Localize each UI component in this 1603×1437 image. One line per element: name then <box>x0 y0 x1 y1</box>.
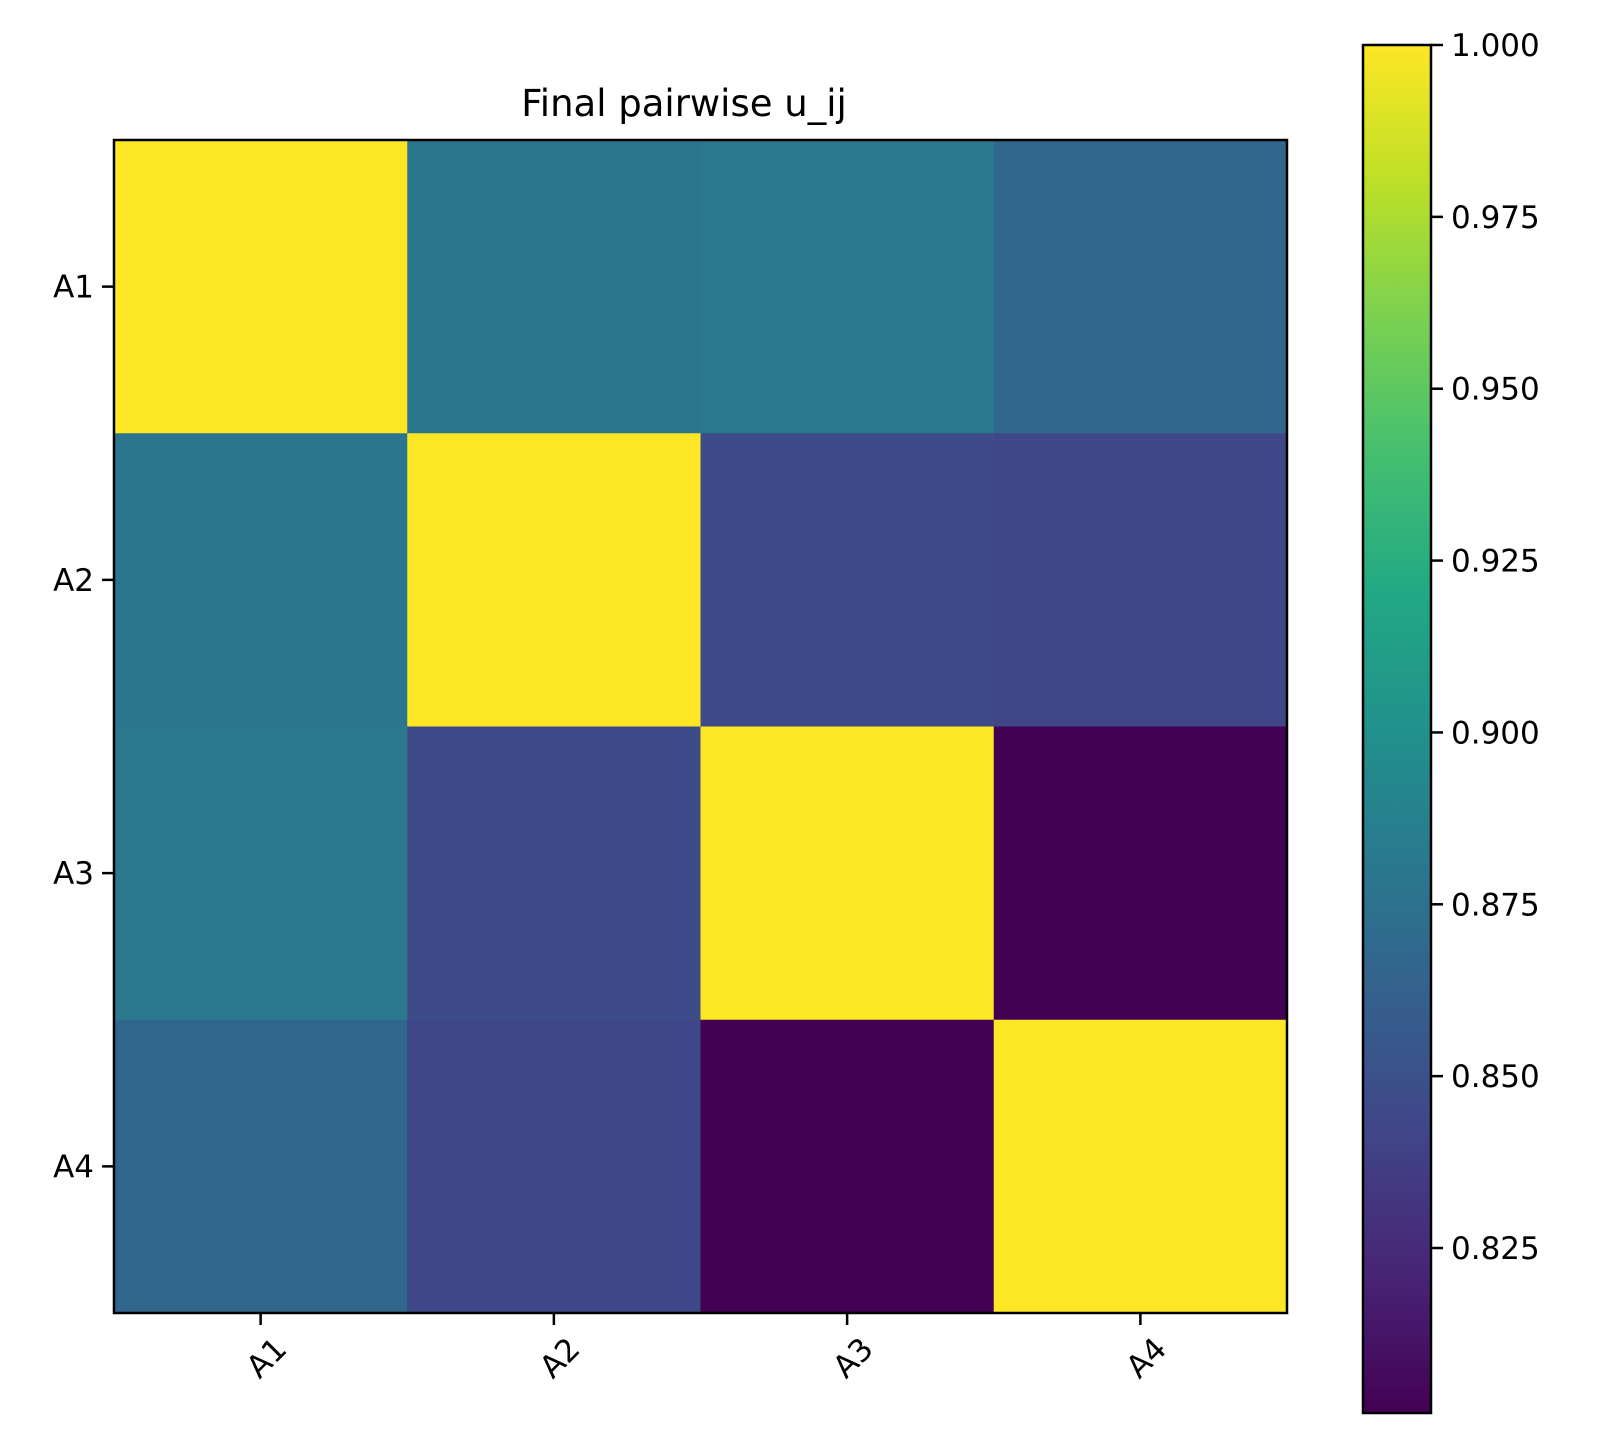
heatmap-cell-A4-A4 <box>993 1019 1288 1314</box>
colorbar-frame <box>1361 43 1433 1415</box>
colorbar-tick-label: 0.925 <box>1451 544 1540 580</box>
colorbar-gradient <box>1363 45 1431 1413</box>
heatmap-cell-A1-A2 <box>407 140 701 434</box>
y-tick-label: A4 <box>53 1149 94 1185</box>
heatmap-cell-A4-A2 <box>407 1019 701 1314</box>
x-tick-label: A1 <box>240 1331 294 1385</box>
heatmap-cell-A1-A4 <box>993 140 1288 434</box>
colorbar-tick-label: 0.900 <box>1451 715 1540 751</box>
y-tick-label: A3 <box>53 856 94 892</box>
heatmap-cell-A3-A2 <box>407 726 701 1021</box>
heatmap-cell-A1-A1 <box>114 140 408 434</box>
y-tick-label: A1 <box>53 270 94 306</box>
heatmap-cell-A2-A3 <box>700 433 995 727</box>
heatmap-cell-A2-A1 <box>114 433 408 727</box>
y-tick-label: A2 <box>53 563 94 599</box>
chart-title: Final pairwise u_ij <box>521 82 847 125</box>
colorbar-tick-label: 0.825 <box>1451 1231 1540 1267</box>
x-tick-label: A3 <box>826 1331 880 1385</box>
heatmap-cell-A3-A4 <box>993 726 1288 1021</box>
heatmap-cell-A3-A1 <box>114 726 408 1021</box>
colorbar-tick-label: 0.975 <box>1451 200 1540 236</box>
colorbar-tick-label: 0.850 <box>1451 1059 1540 1095</box>
heatmap-cell-A2-A2 <box>407 433 701 727</box>
heatmap-cell-A1-A3 <box>700 140 995 434</box>
heatmap-cell-A4-A3 <box>700 1019 995 1314</box>
heatmap-cells <box>114 140 1288 1314</box>
heatmap-cell-A4-A1 <box>114 1019 408 1314</box>
colorbar: 1.000 0.975 0.950 0.925 0.900 0.875 0.850 0.825 <box>1361 28 1540 1415</box>
colorbar-tick-label: 0.875 <box>1451 887 1540 923</box>
plot-frame <box>112 138 1289 1315</box>
heatmap-cell-A3-A3 <box>700 726 995 1021</box>
x-tick-label: A2 <box>533 1331 587 1385</box>
x-axis: A1 A2 A3 A4 <box>240 1313 1174 1385</box>
colorbar-tick-label: 1.000 <box>1451 28 1540 64</box>
heatmap-cell-A2-A4 <box>993 433 1288 727</box>
x-tick-label: A4 <box>1119 1331 1173 1385</box>
colorbar-tick-label: 0.950 <box>1451 372 1540 408</box>
y-axis: A1 A2 A3 A4 <box>53 270 114 1185</box>
